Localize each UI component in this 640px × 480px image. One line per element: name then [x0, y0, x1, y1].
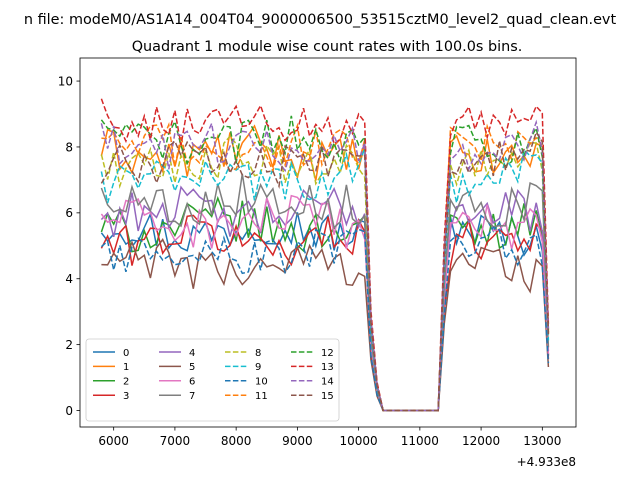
x-tick-label: 12000 — [462, 434, 500, 448]
legend-label: 4 — [189, 348, 195, 359]
plot-series — [100, 98, 550, 412]
x-tick-label: 6000 — [98, 434, 129, 448]
y-tick-label: 4 — [65, 272, 73, 286]
legend-label: 10 — [255, 377, 268, 388]
legend-label: 2 — [123, 377, 129, 388]
y-tick-label: 8 — [65, 140, 73, 154]
x-axis: 6000 7000 8000 9000 10000 11000 12000 13000 — [98, 427, 561, 448]
legend-label: 11 — [255, 391, 268, 402]
series-line-9 — [100, 148, 550, 412]
series-line-14 — [100, 119, 550, 412]
series-line-7 — [100, 173, 550, 412]
y-tick-label: 2 — [65, 338, 73, 352]
series-line-10 — [100, 226, 550, 412]
x-tick-label: 7000 — [160, 434, 191, 448]
y-axis: 0 2 4 6 8 10 — [58, 74, 80, 418]
plot-frame — [79, 57, 577, 428]
series-line-8 — [100, 135, 550, 412]
series-line-13 — [100, 98, 550, 412]
series-line-15 — [100, 130, 550, 412]
series-line-2 — [100, 195, 550, 412]
legend-label: 5 — [189, 362, 195, 373]
legend-label: 14 — [321, 377, 334, 388]
x-tick-label: 11000 — [401, 434, 439, 448]
chart-title: Quadrant 1 module wise count rates with … — [132, 39, 523, 55]
legend-label: 1 — [123, 362, 129, 373]
y-tick-label: 6 — [65, 206, 73, 220]
legend-label: 0 — [123, 348, 129, 359]
legend-label: 7 — [189, 391, 195, 402]
x-tick-label: 13000 — [523, 434, 561, 448]
legend-label: 9 — [255, 362, 261, 373]
series-line-6 — [100, 194, 550, 412]
legend-box — [85, 338, 340, 422]
series-line-3 — [100, 214, 550, 412]
legend-label: 13 — [321, 362, 334, 373]
legend-label: 15 — [321, 391, 334, 402]
x-tick-label: 10000 — [340, 434, 378, 448]
legend-label: 8 — [255, 348, 261, 359]
series-line-5 — [101, 238, 550, 412]
y-tick-label: 0 — [65, 404, 73, 418]
series-line-4 — [100, 185, 550, 412]
x-offset-label: +4.933e8 — [517, 455, 576, 469]
figure-suptitle: n file: modeM0/AS1A14_004T04_9000006500_… — [24, 12, 617, 28]
x-tick-label: 9000 — [282, 434, 313, 448]
legend-label: 12 — [321, 348, 334, 359]
y-tick-label: 10 — [58, 74, 73, 88]
series-line-12 — [100, 115, 550, 412]
legend-label: 6 — [189, 377, 195, 388]
legend-label: 3 — [123, 391, 129, 402]
series-line-11 — [101, 122, 550, 412]
x-tick-label: 8000 — [221, 434, 252, 448]
